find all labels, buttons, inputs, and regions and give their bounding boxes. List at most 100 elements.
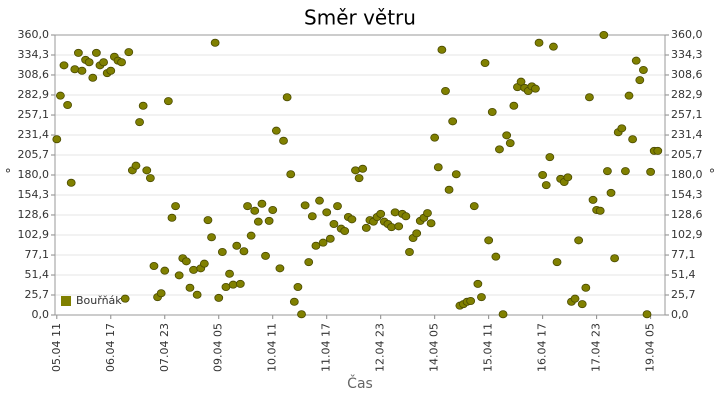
point (534, 38, 544, 47)
point (390, 208, 400, 217)
point (621, 167, 630, 176)
point (59, 61, 69, 70)
point (52, 135, 62, 144)
point (653, 146, 663, 155)
point (351, 166, 360, 175)
point (221, 282, 231, 291)
y-tick-label: 102,9 (18, 228, 50, 241)
y2-axis-label: ° (709, 168, 716, 183)
point (538, 170, 548, 179)
point (376, 209, 386, 218)
y-tick-label: 154,3 (18, 188, 50, 201)
chart-title: Směr větru (304, 6, 416, 30)
point (595, 206, 605, 215)
point (181, 257, 191, 266)
point (99, 58, 108, 67)
x-tick-label: 10.04 11 (266, 323, 279, 372)
point (239, 247, 249, 256)
point (448, 117, 458, 126)
x-tick-label: 11.04 17 (320, 323, 333, 372)
point (394, 222, 404, 231)
x-tick-label: 06.04 17 (104, 323, 117, 372)
point (318, 238, 328, 247)
point (286, 170, 296, 179)
point (261, 251, 270, 260)
point (120, 294, 130, 303)
point (210, 38, 220, 47)
point (437, 45, 447, 54)
point (149, 261, 159, 270)
point (228, 280, 238, 289)
x-tick-label: 14.04 05 (428, 323, 441, 372)
point (325, 234, 335, 243)
point (189, 265, 198, 274)
point (617, 124, 627, 133)
point (570, 294, 580, 303)
point (315, 196, 324, 205)
point (549, 42, 558, 51)
legend-label: Bouřňák (76, 294, 122, 307)
point (444, 185, 454, 194)
point (574, 236, 584, 245)
y-tick-label: 334,3 (18, 48, 50, 61)
point (495, 145, 504, 154)
point (441, 87, 450, 96)
point (192, 290, 202, 299)
point (603, 167, 612, 176)
point (293, 282, 303, 291)
point (135, 118, 144, 127)
point (477, 293, 486, 302)
point (289, 297, 299, 306)
point (66, 178, 76, 187)
point (502, 131, 512, 140)
point (304, 258, 314, 267)
x-tick-label: 19.04 05 (644, 323, 657, 372)
point (124, 48, 134, 57)
point (84, 58, 94, 67)
point (160, 266, 170, 275)
point (635, 76, 645, 85)
point (545, 153, 555, 162)
point (577, 300, 587, 309)
y-tick-label: 0,0 (32, 308, 50, 321)
y-tick-label: 128,6 (18, 208, 50, 221)
point (88, 73, 98, 82)
y-tick-label: 282,9 (18, 88, 50, 101)
point (354, 174, 364, 183)
point (264, 216, 274, 225)
y2-tick-label: 51,4 (671, 268, 696, 281)
y2-tick-label: 154,3 (671, 188, 703, 201)
point (275, 264, 285, 273)
point (297, 310, 306, 319)
point (347, 215, 357, 224)
point (340, 226, 350, 235)
point (307, 212, 317, 221)
point (606, 188, 616, 197)
point (55, 91, 65, 100)
y2-tick-label: 257,1 (671, 108, 703, 121)
y2-tick-label: 231,4 (671, 128, 703, 141)
point (63, 101, 72, 110)
y-axis-label: ° (5, 168, 12, 183)
point (487, 108, 497, 117)
point (243, 202, 252, 211)
y2-tick-label: 102,9 (671, 228, 703, 241)
point (156, 289, 166, 298)
point (631, 56, 641, 65)
legend-swatch (61, 296, 71, 306)
point (628, 135, 638, 144)
y2-tick-label: 282,9 (671, 88, 703, 101)
point (253, 217, 263, 226)
point (610, 254, 620, 263)
plot-frame (54, 34, 666, 316)
point (171, 202, 180, 211)
point (552, 258, 562, 267)
point (131, 161, 141, 170)
y-tick-label: 77,1 (25, 248, 50, 261)
point (491, 252, 501, 261)
point (333, 202, 342, 211)
point (217, 247, 227, 256)
point (225, 269, 234, 278)
